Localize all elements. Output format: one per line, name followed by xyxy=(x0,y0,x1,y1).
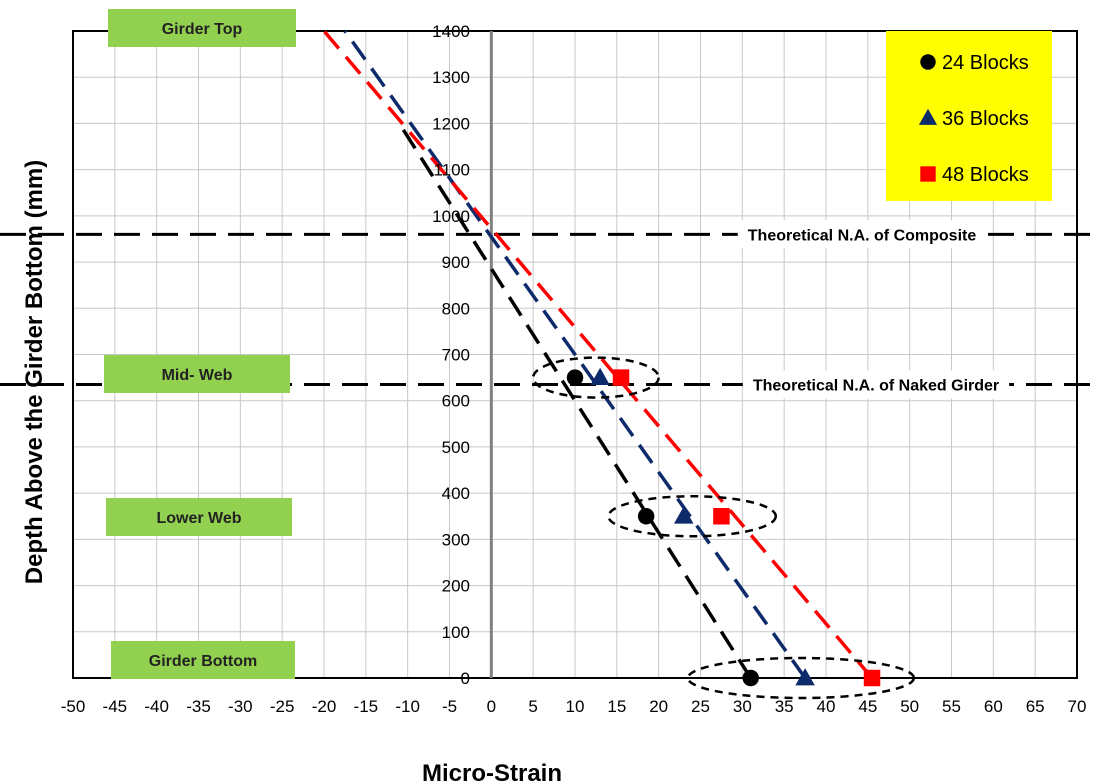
x-tick-label: -50 xyxy=(61,697,86,716)
x-tick-label: -15 xyxy=(354,697,379,716)
x-tick-label: 60 xyxy=(984,697,1003,716)
zone-label: Mid- Web xyxy=(162,367,233,384)
data-point-48-blocks xyxy=(612,369,630,386)
y-tick-label: 700 xyxy=(442,346,470,365)
zone-labels: Girder Top Mid- Web Lower Web Girder Bottom xyxy=(104,9,296,679)
y-tick-label: 0 xyxy=(461,669,470,688)
zone-label-box xyxy=(106,498,292,536)
x-tick-label: 65 xyxy=(1026,697,1045,716)
reference-label-background xyxy=(737,220,987,249)
data-point-48-blocks xyxy=(713,508,730,525)
x-axis-title: Micro-Strain xyxy=(422,760,562,784)
x-tick-label: -45 xyxy=(103,697,128,716)
y-tick-label: 100 xyxy=(442,623,470,642)
y-tick-label: 200 xyxy=(442,577,470,596)
x-tick-label: 5 xyxy=(528,697,537,716)
data-point-36-blocks xyxy=(674,506,694,524)
data-point-24-blocks xyxy=(742,669,759,687)
y-axis-title: Depth Above the Girder Bottom (mm) xyxy=(21,160,48,584)
data-point-36-blocks xyxy=(590,367,610,386)
x-tick-label: 15 xyxy=(607,697,626,716)
legend-label-36-blocks: 36 Blocks xyxy=(942,108,1029,130)
data-point-24-blocks xyxy=(637,508,655,525)
legend: 24 Blocks 36 Blocks 48 Blocks xyxy=(886,31,1052,201)
x-tick-label: -20 xyxy=(312,697,337,716)
y-tick-label: 900 xyxy=(442,253,470,272)
y-tick-label: 1000 xyxy=(432,207,470,226)
reference-lines: Theoretical N.A. of Composite Theoretical… xyxy=(0,220,1094,399)
zone-label: Girder Bottom xyxy=(149,653,257,670)
zone-label-box xyxy=(104,355,290,393)
x-tick-label: 50 xyxy=(900,697,919,716)
x-tick-label: 10 xyxy=(566,697,585,716)
y-tick-label: 600 xyxy=(442,392,470,411)
reference-line-label: Theoretical N.A. of Naked Girder xyxy=(753,378,999,395)
reference-label-background xyxy=(742,370,1010,399)
y-tick-label: 800 xyxy=(442,299,470,318)
x-tick-label: 40 xyxy=(817,697,836,716)
x-tick-label: 0 xyxy=(487,697,496,716)
trend-lines xyxy=(322,29,874,680)
x-tick-label: 70 xyxy=(1068,697,1087,716)
zone-label-box xyxy=(108,9,296,47)
legend-label-48-blocks: 48 Blocks xyxy=(942,164,1029,186)
group-ellipse xyxy=(686,656,916,700)
x-tick-label: 35 xyxy=(775,697,794,716)
data-points xyxy=(566,367,881,687)
y-tick-label: 1400 xyxy=(432,22,470,41)
x-tick-label: -35 xyxy=(186,697,211,716)
x-tick-label: -5 xyxy=(442,697,457,716)
x-tick-label: 20 xyxy=(649,697,668,716)
x-tick-label: 30 xyxy=(733,697,752,716)
legend-marker-36-blocks xyxy=(918,108,938,125)
plot-area-border xyxy=(72,30,1078,679)
zone-label: Lower Web xyxy=(156,510,241,527)
legend-background xyxy=(886,31,1052,201)
group-ellipse xyxy=(531,356,660,399)
y-tick-label: 500 xyxy=(442,438,470,457)
legend-label-24-blocks: 24 Blocks xyxy=(942,52,1029,74)
y-tick-label: 1300 xyxy=(432,68,470,87)
x-tick-label: -25 xyxy=(270,697,295,716)
x-tick-label: 25 xyxy=(691,697,710,716)
trend-line-24-blocks xyxy=(397,122,753,679)
x-tick-label: -40 xyxy=(144,697,169,716)
data-point-48-blocks xyxy=(863,669,881,687)
annotation-ellipses xyxy=(531,356,916,700)
y-tick-label: 300 xyxy=(442,530,470,549)
reference-line-label: Theoretical N.A. of Composite xyxy=(748,227,977,244)
x-tick-label: 55 xyxy=(942,697,961,716)
zone-label-box xyxy=(111,641,295,679)
x-tick-labels: -50 -45 -40 -35 -30 -25 -20 -15 -10 -5 0 5 10 15 20 25 3… xyxy=(61,697,1087,716)
group-ellipse xyxy=(607,495,778,538)
trend-line-48-blocks xyxy=(322,29,874,680)
zone-label: Girder Top xyxy=(162,21,243,38)
data-point-24-blocks xyxy=(566,369,584,386)
x-tick-label: -10 xyxy=(395,697,420,716)
legend-marker-24-blocks xyxy=(920,54,936,70)
legend-marker-48-blocks xyxy=(920,166,936,182)
x-tick-label: 45 xyxy=(858,697,877,716)
data-point-36-blocks xyxy=(795,668,815,686)
x-tick-label: -30 xyxy=(228,697,253,716)
y-tick-label: 400 xyxy=(442,484,470,503)
y-tick-label: 1200 xyxy=(432,114,470,133)
y-tick-labels: 0 100 200 300 400 500 600 700 800 900 1000 1100 1200… xyxy=(432,22,470,688)
y-tick-label: 1100 xyxy=(433,161,470,180)
trend-line-36-blocks xyxy=(343,29,807,680)
